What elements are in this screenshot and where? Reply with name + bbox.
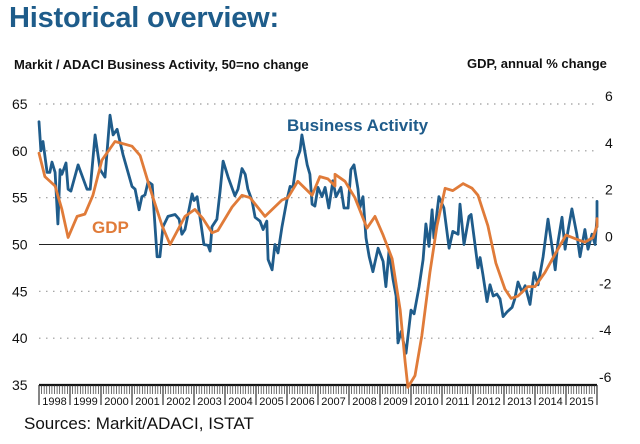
left-tick-label: 60 [12, 143, 28, 159]
year-label: 1999 [73, 396, 97, 408]
right-tick-label: -6 [599, 369, 612, 385]
gdp-line [37, 140, 599, 389]
year-label: 2010 [414, 396, 438, 408]
year-label: 2000 [104, 396, 128, 408]
left-tick-label: 50 [12, 237, 28, 253]
year-label: 1998 [42, 396, 66, 408]
right-tick-label: -2 [599, 275, 612, 291]
left-tick-label: 55 [12, 190, 28, 206]
right-tick-label: 0 [605, 229, 613, 245]
source-note: Sources: Markit/ADACI, ISTAT [24, 414, 254, 433]
year-label: 2003 [197, 396, 221, 408]
left-tick-label: 65 [12, 96, 28, 112]
right-tick-label: 4 [605, 135, 613, 151]
year-label: 2006 [290, 396, 314, 408]
year-label: 2012 [476, 396, 500, 408]
page-title: Historical overview: [9, 2, 279, 34]
year-label: 2007 [321, 396, 345, 408]
right-tick-label: 6 [605, 88, 613, 104]
gdp-label: GDP [92, 218, 129, 237]
right-tick-label: 2 [605, 182, 613, 198]
year-label: 2013 [507, 396, 531, 408]
year-label: 2001 [135, 396, 159, 408]
right-tick-label: -4 [599, 322, 612, 338]
year-label: 2004 [228, 396, 252, 408]
business-activity-line [37, 113, 599, 355]
series-lines [37, 113, 599, 389]
right-axis: 6 4 2 0 -2 -4 -6 [599, 88, 613, 385]
business-activity-label: Business Activity [287, 116, 429, 135]
year-label: 2002 [166, 396, 190, 408]
left-axis-title: Markit / ADACI Business Activity, 50=no … [14, 57, 309, 72]
year-label: 2005 [259, 396, 283, 408]
year-label: 2014 [538, 396, 562, 408]
right-axis-title: GDP, annual % change [467, 56, 607, 71]
year-label: 2015 [569, 396, 593, 408]
gridlines [39, 103, 597, 339]
left-tick-label: 45 [12, 283, 28, 299]
left-tick-label: 35 [12, 377, 28, 393]
x-axis: 1998 1999 2000 2001 2002 2003 2004 2005 2006 2007… [38, 383, 598, 408]
year-label: 2009 [383, 396, 407, 408]
left-axis: 65 60 55 50 45 40 35 [12, 96, 28, 393]
left-tick-label: 40 [12, 330, 28, 346]
year-label: 2011 [446, 396, 470, 408]
year-label: 2008 [352, 396, 376, 408]
